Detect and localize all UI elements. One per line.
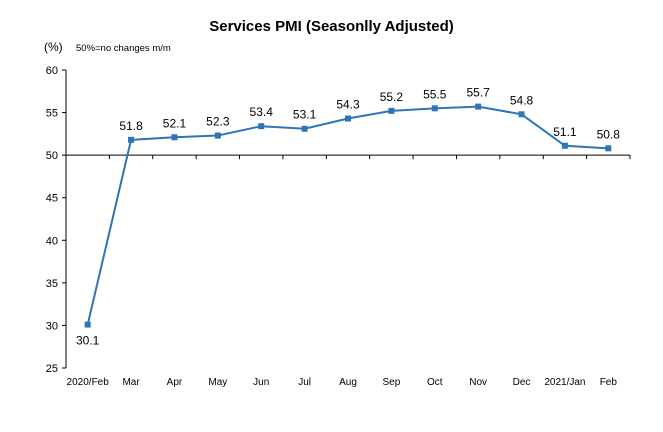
- data-label: 53.4: [250, 105, 274, 119]
- y-tick-label: 30: [46, 320, 58, 332]
- data-label: 51.1: [553, 125, 577, 139]
- y-tick-label: 60: [46, 65, 58, 77]
- data-point-marker: [214, 132, 221, 139]
- y-tick-label: 50: [46, 150, 58, 162]
- data-point-marker: [345, 115, 351, 122]
- data-point-marker: [561, 142, 568, 149]
- data-point-marker: [258, 123, 265, 130]
- data-label: 55.7: [466, 86, 490, 100]
- x-tick-label: Dec: [513, 377, 531, 388]
- x-tick-label: Aug: [339, 377, 357, 388]
- x-tick-label: Oct: [427, 377, 443, 388]
- data-label: 54.3: [336, 98, 360, 112]
- data-label: 54.8: [510, 93, 534, 107]
- data-point-marker: [605, 145, 612, 152]
- data-point-marker: [128, 136, 135, 143]
- x-tick-label: 2020/Feb: [67, 377, 110, 388]
- data-point-marker: [84, 321, 91, 328]
- data-label: 55.5: [423, 87, 447, 101]
- x-tick-label: Mar: [122, 377, 140, 388]
- y-tick-label: 40: [46, 235, 58, 247]
- x-tick-label: Nov: [469, 377, 487, 388]
- data-point-marker: [171, 134, 178, 141]
- data-point-marker: [475, 103, 482, 110]
- y-tick-label: 45: [46, 193, 58, 205]
- data-label: 30.1: [76, 334, 100, 348]
- x-tick-label: Jul: [298, 377, 311, 388]
- data-point-marker: [388, 107, 395, 114]
- chart-title: Services PMI (Seasonlly Adjusted): [209, 18, 454, 35]
- y-tick-label: 25: [46, 363, 58, 375]
- y-axis-unit: (%): [44, 40, 63, 54]
- data-label: 55.2: [380, 90, 404, 104]
- x-tick-label: Sep: [382, 377, 400, 388]
- x-tick-label: 2021/Jan: [544, 377, 585, 388]
- data-label: 50.8: [597, 127, 621, 141]
- data-label: 51.8: [119, 119, 143, 133]
- y-tick-label: 55: [46, 108, 58, 120]
- x-tick-label: Jun: [253, 377, 269, 388]
- data-label: 52.3: [206, 115, 230, 129]
- x-tick-label: May: [208, 377, 227, 388]
- data-point-marker: [431, 105, 438, 112]
- chart-note: 50%=no changes m/m: [76, 43, 171, 54]
- x-tick-label: Apr: [167, 377, 183, 388]
- y-tick-label: 35: [46, 278, 58, 290]
- data-label: 53.1: [293, 108, 317, 122]
- data-point-marker: [518, 111, 525, 118]
- data-point-marker: [301, 125, 308, 132]
- x-tick-label: Feb: [600, 377, 618, 388]
- data-label: 52.1: [163, 116, 187, 130]
- series-line: [86, 105, 609, 325]
